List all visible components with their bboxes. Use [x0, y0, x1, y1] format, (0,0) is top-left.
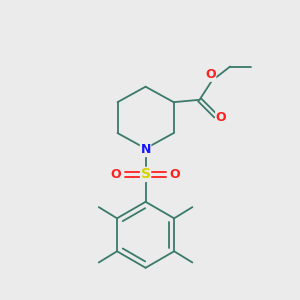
Text: S: S — [141, 167, 151, 182]
Text: N: N — [140, 143, 151, 157]
Text: O: O — [170, 168, 180, 181]
Text: O: O — [216, 111, 226, 124]
Text: O: O — [205, 68, 216, 81]
Text: O: O — [111, 168, 122, 181]
